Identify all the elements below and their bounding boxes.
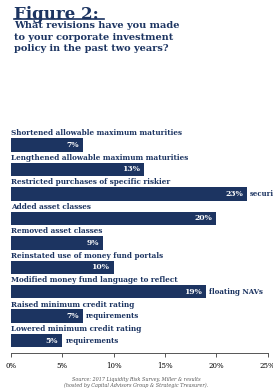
- Text: Raised minimum credit rating: Raised minimum credit rating: [11, 301, 134, 309]
- Text: 10%: 10%: [91, 263, 109, 271]
- Bar: [11, 334, 62, 347]
- Bar: [11, 187, 247, 200]
- Text: securities: securities: [250, 190, 273, 198]
- Text: 23%: 23%: [225, 190, 243, 198]
- Bar: [11, 211, 216, 225]
- Text: 19%: 19%: [184, 288, 202, 296]
- Text: Figure 2:: Figure 2:: [14, 6, 98, 23]
- Text: Shortened allowable maximum maturities: Shortened allowable maximum maturities: [11, 129, 182, 138]
- Text: 5%: 5%: [46, 337, 58, 345]
- Text: 7%: 7%: [66, 312, 79, 320]
- Text: Added asset classes: Added asset classes: [11, 203, 91, 211]
- Bar: [11, 138, 83, 152]
- Text: What revisions have you made
to your corporate investment
policy in the past two: What revisions have you made to your cor…: [14, 21, 179, 53]
- Bar: [11, 285, 206, 298]
- Text: 7%: 7%: [66, 141, 79, 149]
- Text: Source: 2017 Liquidity Risk Survey, Miller & results
(hosted by Capital Advisors: Source: 2017 Liquidity Risk Survey, Mill…: [64, 376, 209, 388]
- Bar: [11, 236, 103, 250]
- Bar: [11, 310, 83, 323]
- Text: requirements: requirements: [65, 337, 118, 345]
- Text: Restricted purchases of specific riskier: Restricted purchases of specific riskier: [11, 179, 170, 186]
- Bar: [11, 261, 114, 274]
- Text: requirements: requirements: [86, 312, 139, 320]
- Text: 9%: 9%: [87, 239, 99, 247]
- Text: Lengthened allowable maximum maturities: Lengthened allowable maximum maturities: [11, 154, 188, 162]
- Text: floating NAVs: floating NAVs: [209, 288, 263, 296]
- Bar: [11, 163, 144, 176]
- Text: 13%: 13%: [122, 165, 140, 173]
- Text: Modified money fund language to reflect: Modified money fund language to reflect: [11, 277, 177, 284]
- Text: 20%: 20%: [194, 214, 212, 222]
- Text: Lowered minimum credit rating: Lowered minimum credit rating: [11, 325, 141, 333]
- Text: Removed asset classes: Removed asset classes: [11, 227, 102, 236]
- Text: Reinstated use of money fund portals: Reinstated use of money fund portals: [11, 252, 163, 260]
